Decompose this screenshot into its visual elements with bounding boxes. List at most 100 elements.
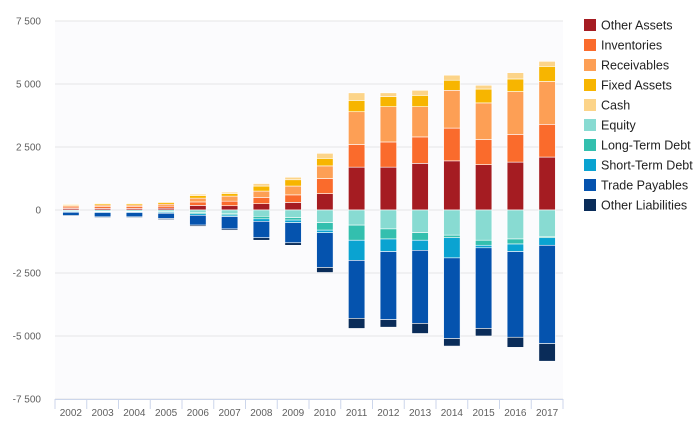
bar-segment [506, 134, 524, 163]
y-tick-label: 2 500 [16, 143, 41, 154]
y-tick-label: -2 500 [13, 269, 42, 280]
bar-segment [411, 95, 429, 107]
x-tick-label: 2004 [123, 408, 146, 419]
bar-segment [348, 260, 366, 319]
bar-segment [475, 102, 493, 140]
bar-segment [538, 209, 556, 237]
bar-segment [411, 90, 429, 96]
bar-segment [379, 238, 397, 252]
legend-swatch [584, 19, 596, 31]
bar-segment [411, 136, 429, 164]
bar-segment [189, 214, 207, 226]
bar-segment [157, 218, 175, 220]
bar-segment [379, 92, 397, 97]
bar-segment [379, 96, 397, 107]
bar-segment [252, 197, 270, 204]
bar-segment [443, 90, 461, 129]
legend-item-label: Short-Term Debt [601, 159, 693, 173]
bar-segment [443, 160, 461, 211]
legend-swatch [584, 119, 596, 131]
bar-segment [443, 209, 461, 236]
bar-segment [189, 197, 207, 203]
bar-segment [252, 216, 270, 220]
bar-segment [443, 127, 461, 162]
y-tick-label: -7 500 [13, 395, 42, 406]
legend-item-label: Long-Term Debt [601, 139, 691, 153]
bar-segment [284, 194, 302, 203]
bar-segment [157, 201, 175, 203]
bar-segment [411, 323, 429, 334]
bar-segment [94, 212, 112, 218]
bar-segment [506, 91, 524, 135]
bar-segment [252, 221, 270, 239]
bar-segment [221, 193, 239, 197]
bar-segment [379, 228, 397, 240]
bar-segment [411, 232, 429, 241]
bar-segment [157, 203, 175, 207]
bar-segment [316, 209, 334, 223]
bar-segment [443, 237, 461, 259]
legend-swatch [584, 199, 596, 211]
legend-item-label: Equity [601, 119, 636, 133]
bar-segment [221, 195, 239, 202]
x-tick-label: 2009 [282, 408, 305, 419]
bar-segment [538, 343, 556, 362]
bar-segment [221, 228, 239, 231]
legend-swatch [584, 179, 596, 191]
x-tick-label: 2016 [504, 408, 527, 419]
bar-segment [443, 79, 461, 91]
legend-swatch [584, 59, 596, 71]
bar-segment [443, 338, 461, 347]
bar-segment [506, 238, 524, 245]
legend: Other Assets Inventories Receivables Fixed … [584, 19, 693, 213]
bar-segment [379, 166, 397, 211]
bar-segment [379, 209, 397, 230]
x-tick-label: 2006 [187, 408, 210, 419]
legend-swatch [584, 139, 596, 151]
bar-segment [252, 209, 270, 217]
bar-segment [157, 212, 175, 219]
x-tick-label: 2002 [60, 408, 83, 419]
bar-segment [94, 202, 112, 205]
bar-segment [475, 209, 493, 241]
legend-item-label: Inventories [601, 39, 662, 53]
bar-segment [221, 200, 239, 207]
bar-segment [348, 144, 366, 168]
bar-segment [379, 141, 397, 168]
bar-segment [348, 209, 366, 226]
bar-segment [284, 202, 302, 211]
y-tick-label: 7 500 [16, 17, 41, 28]
bar-segment [125, 216, 143, 218]
legend-swatch [584, 39, 596, 51]
bar-segment [411, 106, 429, 138]
legend-swatch [584, 99, 596, 111]
x-tick-label: 2005 [155, 408, 178, 419]
bar-segment [189, 201, 207, 206]
bar-segment [316, 222, 334, 231]
bar-segment [475, 239, 493, 246]
bar-segment [411, 163, 429, 211]
bar-segment [316, 232, 334, 268]
bar-segment [189, 193, 207, 196]
bar-segment [252, 218, 270, 222]
bar-segment [94, 216, 112, 218]
bar-segment [284, 217, 302, 221]
bar-segment [506, 251, 524, 338]
bar-segment [538, 61, 556, 67]
bar-segment [538, 81, 556, 125]
bar-segment [316, 158, 334, 167]
bar-segment [316, 178, 334, 194]
bar-segment [62, 215, 80, 217]
bar-segment [475, 164, 493, 211]
bar-segment [475, 244, 493, 249]
bar-segment [538, 124, 556, 158]
bar-segment [475, 84, 493, 90]
bar-segment [443, 234, 461, 239]
legend-swatch [584, 79, 596, 91]
bar-segment [189, 209, 207, 213]
bar-segment [475, 247, 493, 329]
bar-segment [221, 216, 239, 230]
bar-segment [538, 66, 556, 82]
bar-segment [506, 336, 524, 348]
bar-segment [221, 209, 239, 215]
